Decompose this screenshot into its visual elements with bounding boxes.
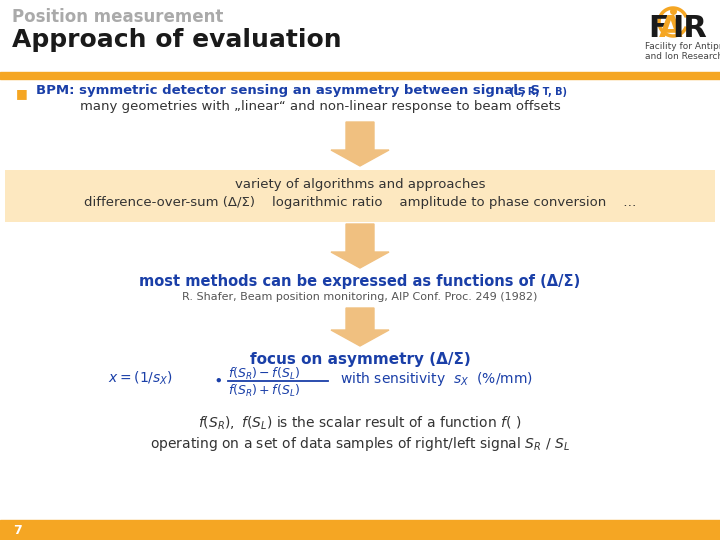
Text: $f(S_R)+f(S_L)$: $f(S_R)+f(S_L)$ — [228, 383, 300, 399]
Text: $f(S_R),\ f(S_L)$ is the scalar result of a function $f(\ )$: $f(S_R),\ f(S_L)$ is the scalar result o… — [199, 415, 521, 433]
Text: $\bullet$: $\bullet$ — [213, 372, 222, 387]
Text: most methods can be expressed as functions of (Δ/Σ): most methods can be expressed as functio… — [140, 274, 580, 289]
Text: F: F — [648, 14, 669, 43]
Text: Facility for Antiproton: Facility for Antiproton — [645, 42, 720, 51]
Text: $f(S_R)-f(S_L)$: $f(S_R)-f(S_L)$ — [228, 366, 300, 382]
Text: R. Shafer, Beam position monitoring, AIP Conf. Proc. 249 (1982): R. Shafer, Beam position monitoring, AIP… — [182, 292, 538, 302]
Text: ■: ■ — [16, 87, 28, 100]
Text: IR: IR — [672, 14, 707, 43]
Text: Position measurement: Position measurement — [12, 8, 223, 26]
Text: variety of algorithms and approaches: variety of algorithms and approaches — [235, 178, 485, 191]
Text: many geometries with „linear“ and non-linear response to beam offsets: many geometries with „linear“ and non-li… — [80, 100, 561, 113]
Bar — [5, 170, 715, 222]
Text: (L, R, T, B): (L, R, T, B) — [510, 87, 567, 97]
Text: operating on a set of data samples of right/left signal $S_R\ /\ S_L$: operating on a set of data samples of ri… — [150, 435, 570, 453]
FancyArrow shape — [331, 308, 389, 346]
Text: BPM: symmetric detector sensing an asymmetry between signals S: BPM: symmetric detector sensing an asymm… — [36, 84, 540, 97]
Text: 7: 7 — [14, 523, 22, 537]
Text: Approach of evaluation: Approach of evaluation — [12, 28, 341, 52]
Text: $x = (1/s_X)$: $x = (1/s_X)$ — [108, 370, 173, 387]
Text: A: A — [659, 14, 683, 43]
FancyArrow shape — [331, 122, 389, 166]
Bar — [0, 520, 720, 540]
FancyArrow shape — [331, 224, 389, 268]
Text: focus on asymmetry (Δ/Σ): focus on asymmetry (Δ/Σ) — [250, 352, 470, 367]
Text: and Ion Research in Europe: and Ion Research in Europe — [645, 52, 720, 61]
Text: with sensitivity  $s_X$  (%/mm): with sensitivity $s_X$ (%/mm) — [340, 370, 533, 388]
Text: difference-over-sum (Δ/Σ)    logarithmic ratio    amplitude to phase conversion : difference-over-sum (Δ/Σ) logarithmic ra… — [84, 196, 636, 209]
Bar — [0, 72, 720, 79]
